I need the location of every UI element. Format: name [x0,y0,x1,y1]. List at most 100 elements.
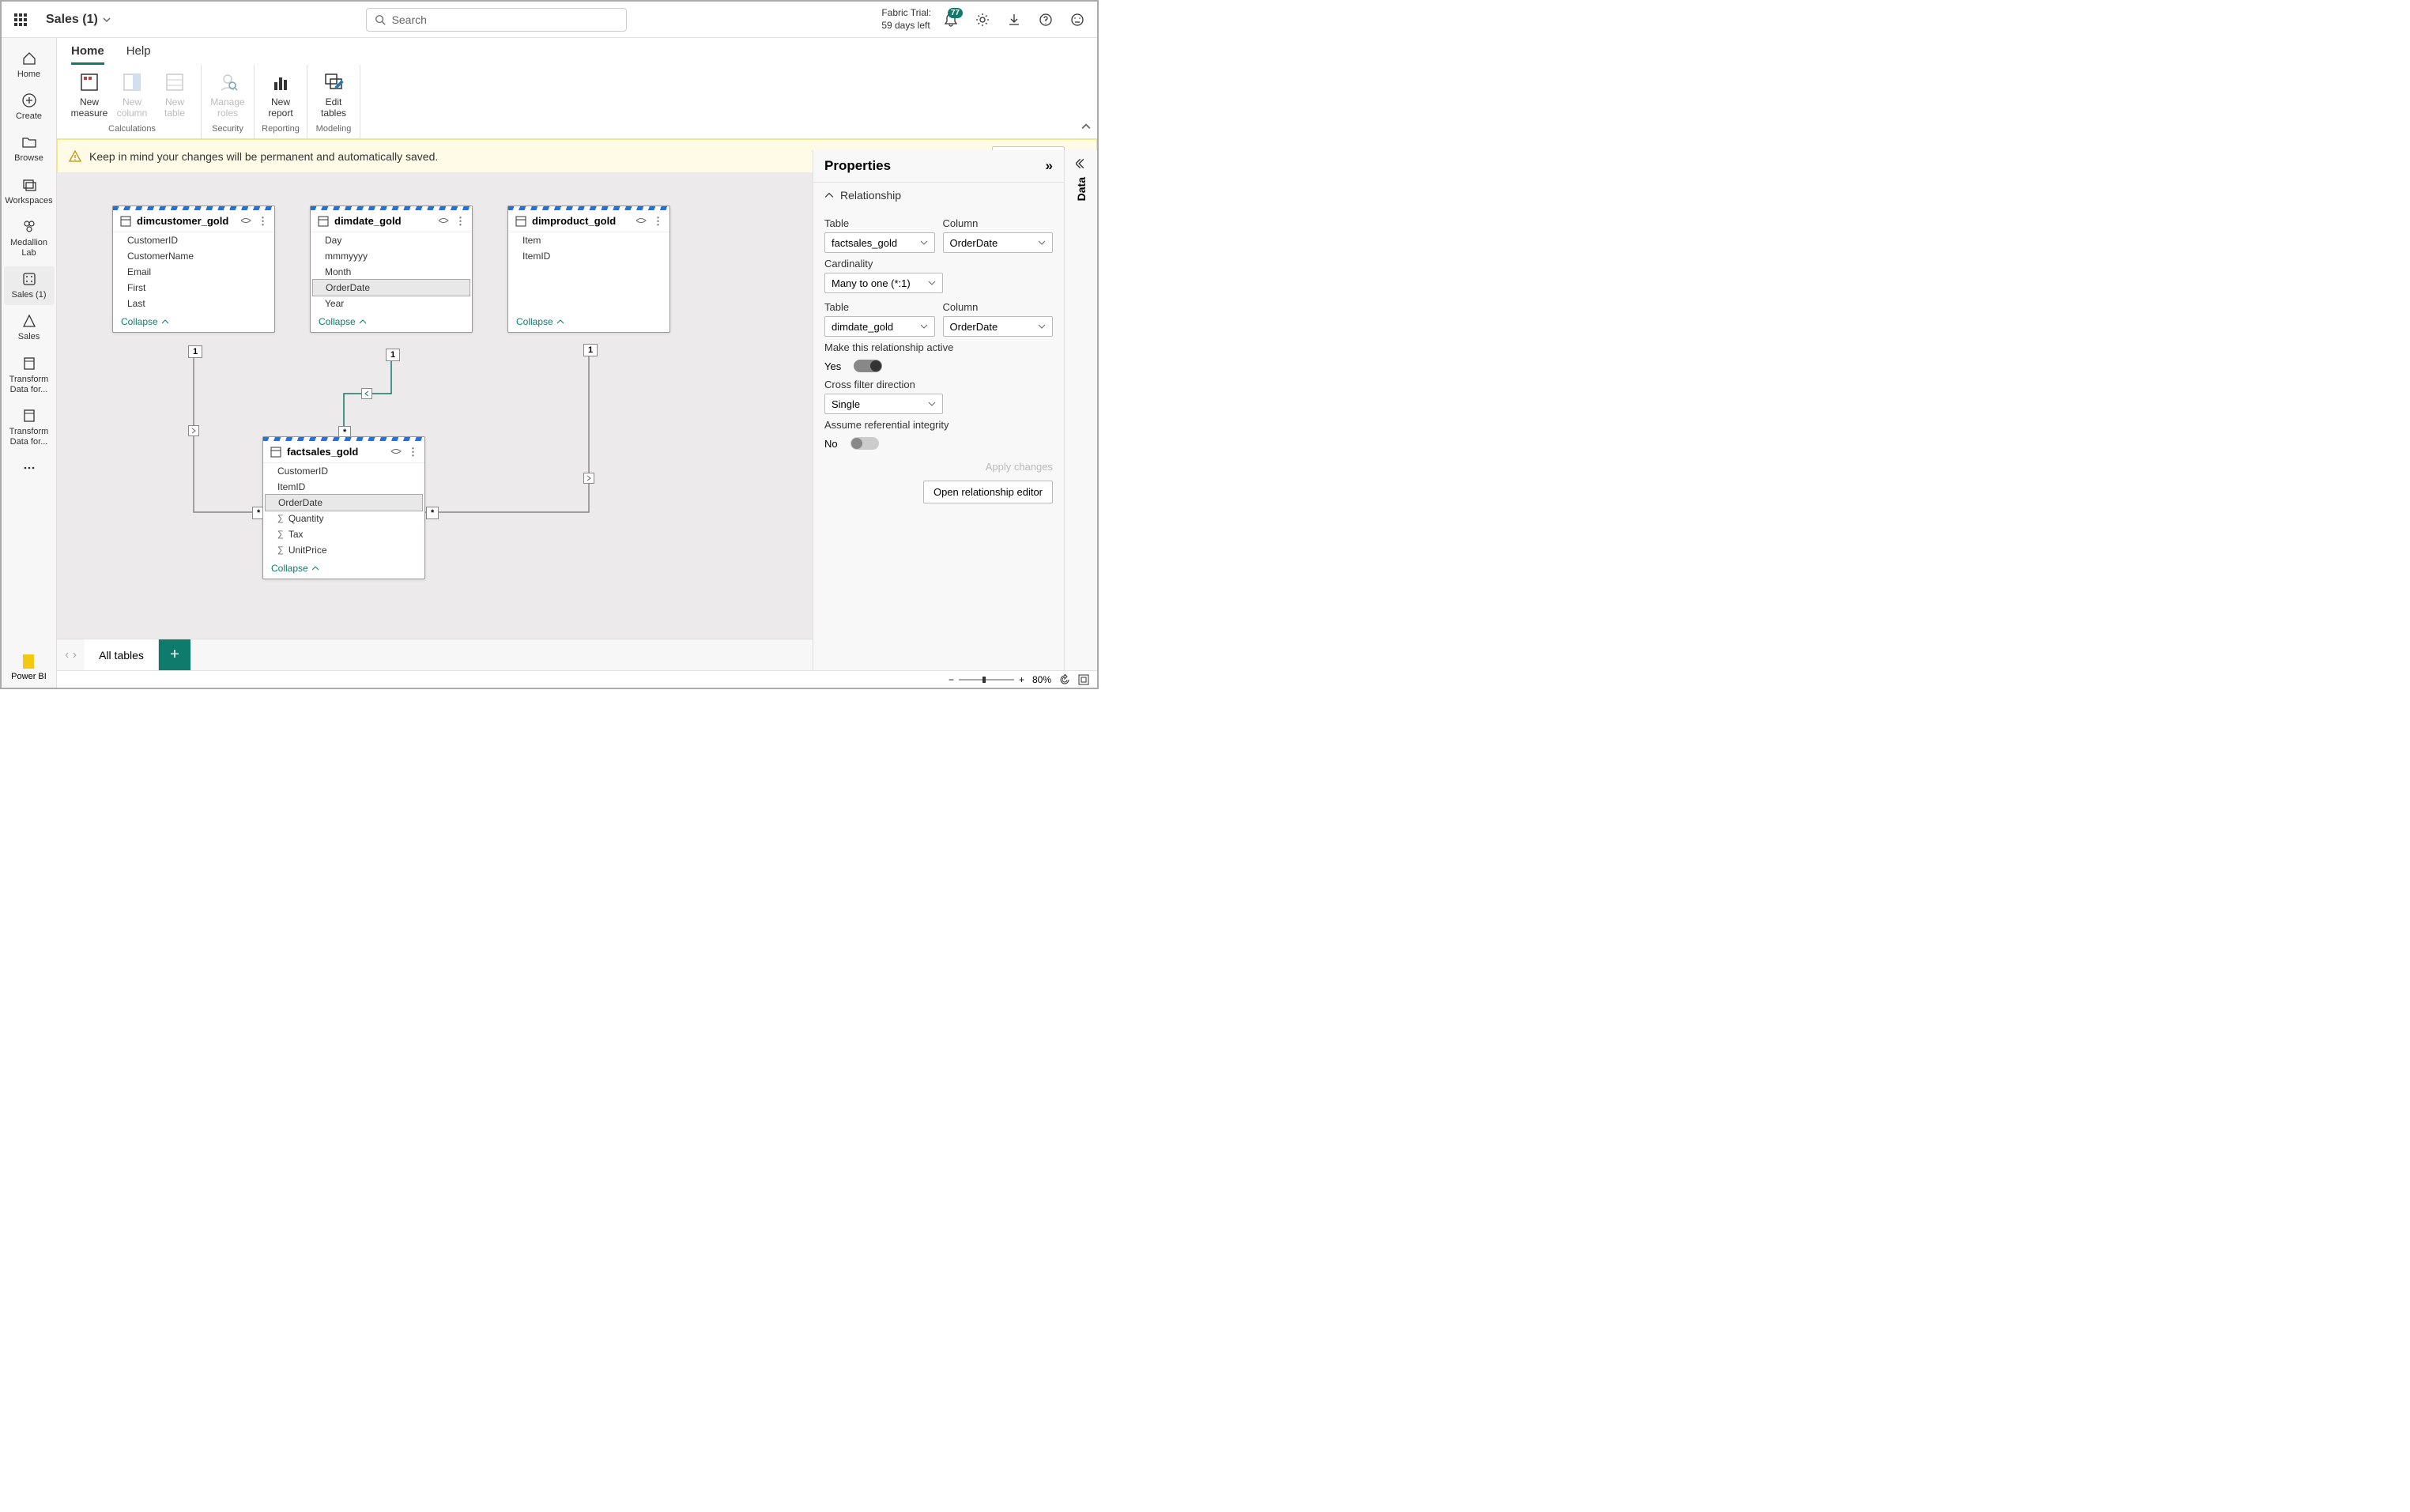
section-relationship[interactable]: Relationship [813,183,1064,208]
trial-info: Fabric Trial: 59 days left [881,7,931,32]
visibility-icon[interactable] [390,446,402,457]
field-row[interactable]: ItemID [263,479,424,495]
rail-workspaces[interactable]: Workspaces [4,172,55,211]
more-icon[interactable]: ⋮ [653,215,663,228]
settings-icon[interactable] [975,13,990,27]
refresh-icon[interactable] [1059,674,1070,685]
ribbon-tabs: Home Help [57,38,1097,65]
filter-direction-icon [361,388,372,399]
rail-medallion[interactable]: Medallion Lab [4,214,55,263]
field-row[interactable]: Last [113,296,274,311]
label-referential: Assume referential integrity [824,419,1053,431]
select-table1[interactable]: factsales_gold [824,232,935,253]
visibility-icon[interactable] [438,215,449,226]
open-relationship-editor-button[interactable]: Open relationship editor [923,481,1053,503]
filter-direction-icon [188,425,199,436]
field-row[interactable]: ∑UnitPrice [263,542,424,558]
data-pane-collapsed[interactable]: Data [1064,150,1097,670]
new-table-button: Newtable [155,68,194,124]
model-canvas[interactable]: 1 1 1 * * * dimcustomer_gold⋮ CustomerID… [57,172,813,639]
rail-transform2[interactable]: Transform Data for... [4,403,55,452]
rail-footer[interactable]: Power BI [11,654,47,681]
ribbon-group-reporting: Newreport Reporting [255,65,307,138]
rail-sales1[interactable]: Sales (1) [4,266,55,305]
fit-to-screen-icon[interactable] [1078,674,1089,685]
chevron-left-icon [1076,158,1087,169]
toggle-referential[interactable] [850,437,879,450]
field-row[interactable]: ∑Quantity [263,511,424,526]
select-cardinality[interactable]: Many to one (*:1) [824,273,943,293]
field-row[interactable]: ItemID [508,248,669,264]
tab-home[interactable]: Home [71,44,104,65]
app-launcher-icon[interactable] [14,13,27,26]
cardinality-one: 1 [386,349,400,361]
notifications-icon[interactable]: 77 [944,13,958,27]
tab-all-tables[interactable]: All tables [85,639,159,670]
toggle-referential-label: No [824,438,838,450]
zoom-slider[interactable]: − + [949,674,1024,685]
field-row[interactable]: Month [311,264,472,280]
field-row[interactable]: ∑Tax [263,526,424,542]
more-icon[interactable]: ⋮ [258,215,268,228]
table-dimproduct[interactable]: dimproduct_gold⋮ Item ItemID Collapse [507,205,670,333]
field-row[interactable]: First [113,280,274,296]
field-row[interactable]: CustomerID [263,463,424,479]
help-icon[interactable] [1039,13,1053,27]
collapse-button[interactable]: Collapse [113,311,274,332]
app-title[interactable]: Sales (1) [46,13,111,27]
toggle-active[interactable] [854,360,882,372]
feedback-icon[interactable] [1070,13,1084,27]
collapse-panel-icon[interactable]: » [1046,158,1053,174]
label-table: Table [824,301,935,313]
rail-sales[interactable]: Sales [4,308,55,347]
field-row-selected[interactable]: OrderDate [312,279,470,296]
ribbon-collapse-icon[interactable] [1075,118,1097,138]
select-column2[interactable]: OrderDate [943,316,1054,337]
table-dimdate[interactable]: dimdate_gold⋮ Day mmmyyyy Month OrderDat… [310,205,473,333]
select-crossfilter[interactable]: Single [824,394,943,414]
collapse-button[interactable]: Collapse [263,558,424,579]
field-row[interactable]: CustomerName [113,248,274,264]
rail-browse[interactable]: Browse [4,130,55,168]
field-row[interactable]: Email [113,264,274,280]
edit-tables-button[interactable]: Edittables [314,68,353,124]
more-icon[interactable]: ⋮ [455,215,466,228]
field-row[interactable]: CustomerID [113,232,274,248]
label-column: Column [943,217,1054,229]
zoom-level: 80% [1032,674,1051,685]
collapse-button[interactable]: Collapse [508,311,669,332]
field-row-selected[interactable]: OrderDate [265,494,423,511]
field-row[interactable]: Day [311,232,472,248]
zoom-out-icon[interactable]: − [949,674,954,685]
ribbon-content: Newmeasure Newcolumn Newtable Calculatio… [57,65,1097,139]
label-active: Make this relationship active [824,341,1053,353]
rail-more[interactable] [4,455,55,484]
rail-home[interactable]: Home [4,46,55,85]
more-icon[interactable]: ⋮ [408,446,418,458]
tab-help[interactable]: Help [126,44,151,65]
field-row[interactable]: mmmyyyy [311,248,472,264]
search-input[interactable]: Search [366,8,627,32]
download-icon[interactable] [1007,13,1021,27]
table-dimcustomer[interactable]: dimcustomer_gold⋮ CustomerID CustomerNam… [112,205,275,333]
new-report-button[interactable]: Newreport [261,68,300,124]
field-row[interactable]: Year [311,296,472,311]
properties-panel: Properties» Relationship Tablefactsales_… [813,150,1064,670]
table-factsales[interactable]: factsales_gold⋮ CustomerID ItemID OrderD… [262,436,425,579]
visibility-icon[interactable] [240,215,251,226]
rail-create[interactable]: Create [4,88,55,126]
zoom-in-icon[interactable]: + [1019,674,1024,685]
tab-nav-arrows[interactable]: ‹ › [57,648,85,662]
label-table: Table [824,217,935,229]
add-tab-button[interactable]: + [159,639,190,670]
select-table2[interactable]: dimdate_gold [824,316,935,337]
toggle-active-label: Yes [824,360,841,372]
select-column1[interactable]: OrderDate [943,232,1054,253]
new-measure-button[interactable]: Newmeasure [70,68,109,124]
search-icon [375,14,386,25]
collapse-button[interactable]: Collapse [311,311,472,332]
table-icon [317,215,330,228]
field-row[interactable]: Item [508,232,669,248]
visibility-icon[interactable] [636,215,647,226]
rail-transform1[interactable]: Transform Data for... [4,351,55,400]
